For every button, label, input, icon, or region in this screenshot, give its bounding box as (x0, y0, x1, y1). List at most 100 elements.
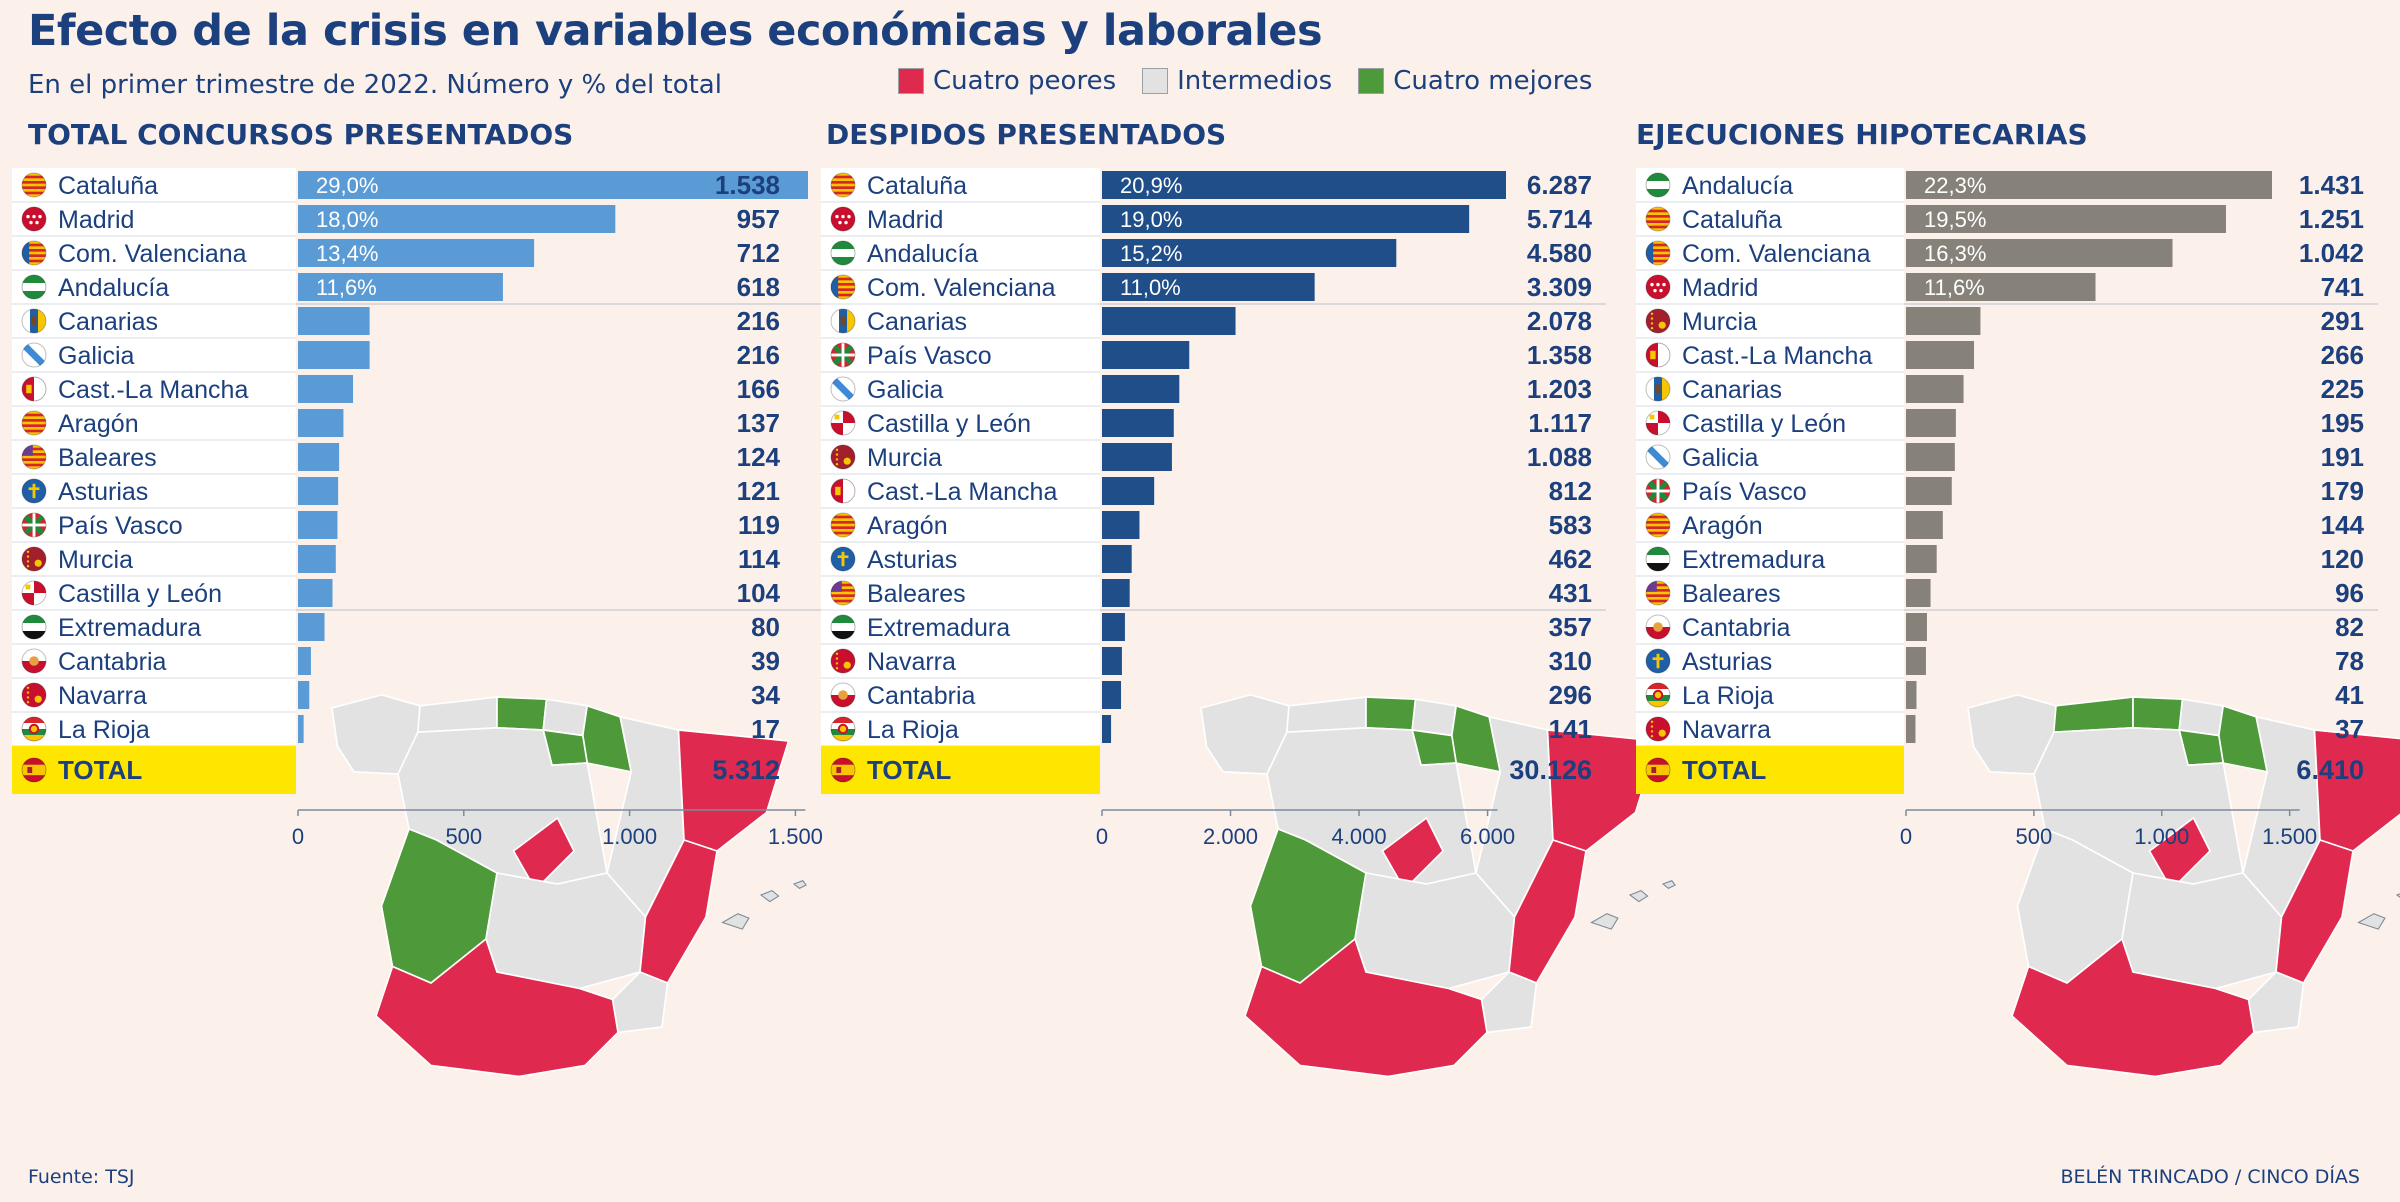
map-region-cantabria (1365, 696, 1417, 731)
flag-body (831, 758, 855, 782)
legend: Cuatro peores Intermedios Cuatro mejores (898, 66, 1592, 96)
flag-band (1646, 627, 1670, 639)
flag-body (22, 309, 46, 333)
flag-body (1646, 207, 1670, 231)
flag-outline (1645, 444, 1671, 470)
flag-outline (830, 206, 856, 232)
flag-stripe (22, 453, 46, 456)
category-label-extremadura: Extremadura (1682, 546, 1825, 574)
flag-band (22, 309, 30, 333)
flag-stripe (1646, 209, 1670, 213)
bar-extremadura (1102, 613, 1125, 641)
flag-star (29, 220, 33, 225)
flag-outline (1645, 757, 1671, 783)
flag-dot (835, 652, 839, 655)
flag-icon-pais-vasco (830, 342, 856, 368)
flag-base (22, 683, 46, 707)
flag-stripe (831, 521, 855, 524)
flag-icon-canarias (830, 308, 856, 334)
flag-stripe (831, 515, 855, 519)
flag-outline (1645, 308, 1671, 334)
flag-base (831, 445, 855, 469)
flag-body (831, 173, 855, 197)
flag-outline (1645, 342, 1671, 368)
flag-stripe (831, 293, 855, 297)
flag-icon-baleares (1645, 580, 1671, 606)
flag-body (22, 445, 46, 469)
bar-murcia (298, 545, 336, 573)
flag-body (831, 207, 855, 231)
legend-label-best: Cuatro mejores (1393, 66, 1593, 96)
flag-emblem (25, 584, 31, 590)
flag-band (831, 695, 855, 707)
flag-icon-asturias (21, 478, 47, 504)
flag-star (38, 214, 42, 219)
flag-icon-castilla-y-leon (21, 580, 47, 606)
flag-cross (837, 555, 849, 559)
bar-asturias (1906, 647, 1926, 675)
flag-icon-asturias (830, 546, 856, 572)
flag-band (1646, 683, 1670, 689)
flag-stripe (1646, 254, 1670, 257)
bar-madrid (298, 205, 616, 233)
flag-body (1646, 615, 1670, 639)
flag-stripe (22, 175, 46, 179)
flag-stripe (22, 259, 46, 263)
bar-pais-vasco (298, 511, 338, 539)
flag-outline (1645, 614, 1671, 640)
category-label-cast-la-mancha: Cast.-La Mancha (867, 478, 1057, 506)
flag-icon-la-rioja (830, 716, 856, 742)
value-label-murcia: 291 (2321, 306, 2364, 336)
map-baleares (1590, 880, 1676, 930)
flag-body (1646, 377, 1670, 401)
percent-label-andalucia: 22,3% (1924, 173, 1986, 198)
map-region-pais-vasco (542, 698, 589, 737)
legend-item-worst: Cuatro peores (898, 66, 1116, 96)
panel-title: EJECUCIONES HIPOTECARIAS (1636, 118, 2088, 151)
flag-outline (830, 410, 856, 436)
chart-subtitle: En el primer trimestre de 2022. Número y… (28, 70, 722, 100)
flag-outline (1645, 716, 1671, 742)
flag-band (1646, 581, 1657, 592)
flag-outline (21, 682, 47, 708)
flag-stripe (831, 589, 855, 592)
flag-outline (21, 376, 47, 402)
category-label-cataluna: Cataluña (58, 172, 158, 200)
value-label-aragon: 144 (2321, 510, 2365, 540)
bar-aragon (1906, 511, 1943, 539)
flag-body (831, 241, 855, 265)
value-label-canarias: 225 (2321, 374, 2364, 404)
panel-ejecuciones: EJECUCIONES HIPOTECARIAS Andalucía 22,3% 1… (1628, 116, 2400, 1156)
flag-stripe (831, 186, 855, 189)
total-label: TOTAL (58, 755, 142, 785)
category-label-com-valenciana: Com. Valenciana (1682, 240, 1871, 268)
flag-icon-extremadura (830, 614, 856, 640)
flag-band (831, 623, 855, 631)
bar-castilla-y-leon (298, 579, 333, 607)
value-label-asturias: 121 (737, 476, 780, 506)
flag-body (22, 241, 46, 265)
flag-band (831, 717, 855, 723)
category-label-navarra: Navarra (58, 682, 147, 710)
flag-icon-asturias (1645, 648, 1671, 674)
flag-cross (1656, 653, 1660, 669)
flag-dot (835, 453, 839, 456)
category-label-la-rioja: La Rioja (58, 716, 150, 744)
x-tick-label: 500 (445, 824, 482, 849)
flag-body (831, 445, 855, 469)
flag-icon-galicia (1645, 444, 1671, 470)
flag-icon-madrid (1645, 274, 1671, 300)
flag-dot (26, 565, 30, 568)
value-label-cast-la-mancha: 266 (2321, 340, 2364, 370)
bar-galicia (1102, 375, 1180, 403)
flag-outline (1645, 546, 1671, 572)
category-label-castilla-y-leon: Castilla y León (58, 580, 222, 608)
category-label-canarias: Canarias (867, 308, 967, 336)
flag-body (22, 547, 46, 571)
flag-star (847, 214, 851, 219)
flag-outline (21, 172, 47, 198)
bar-cantabria (1102, 681, 1122, 709)
flag-emblem (1650, 350, 1656, 360)
flag-band (1646, 563, 1670, 571)
flag-star (32, 214, 36, 219)
